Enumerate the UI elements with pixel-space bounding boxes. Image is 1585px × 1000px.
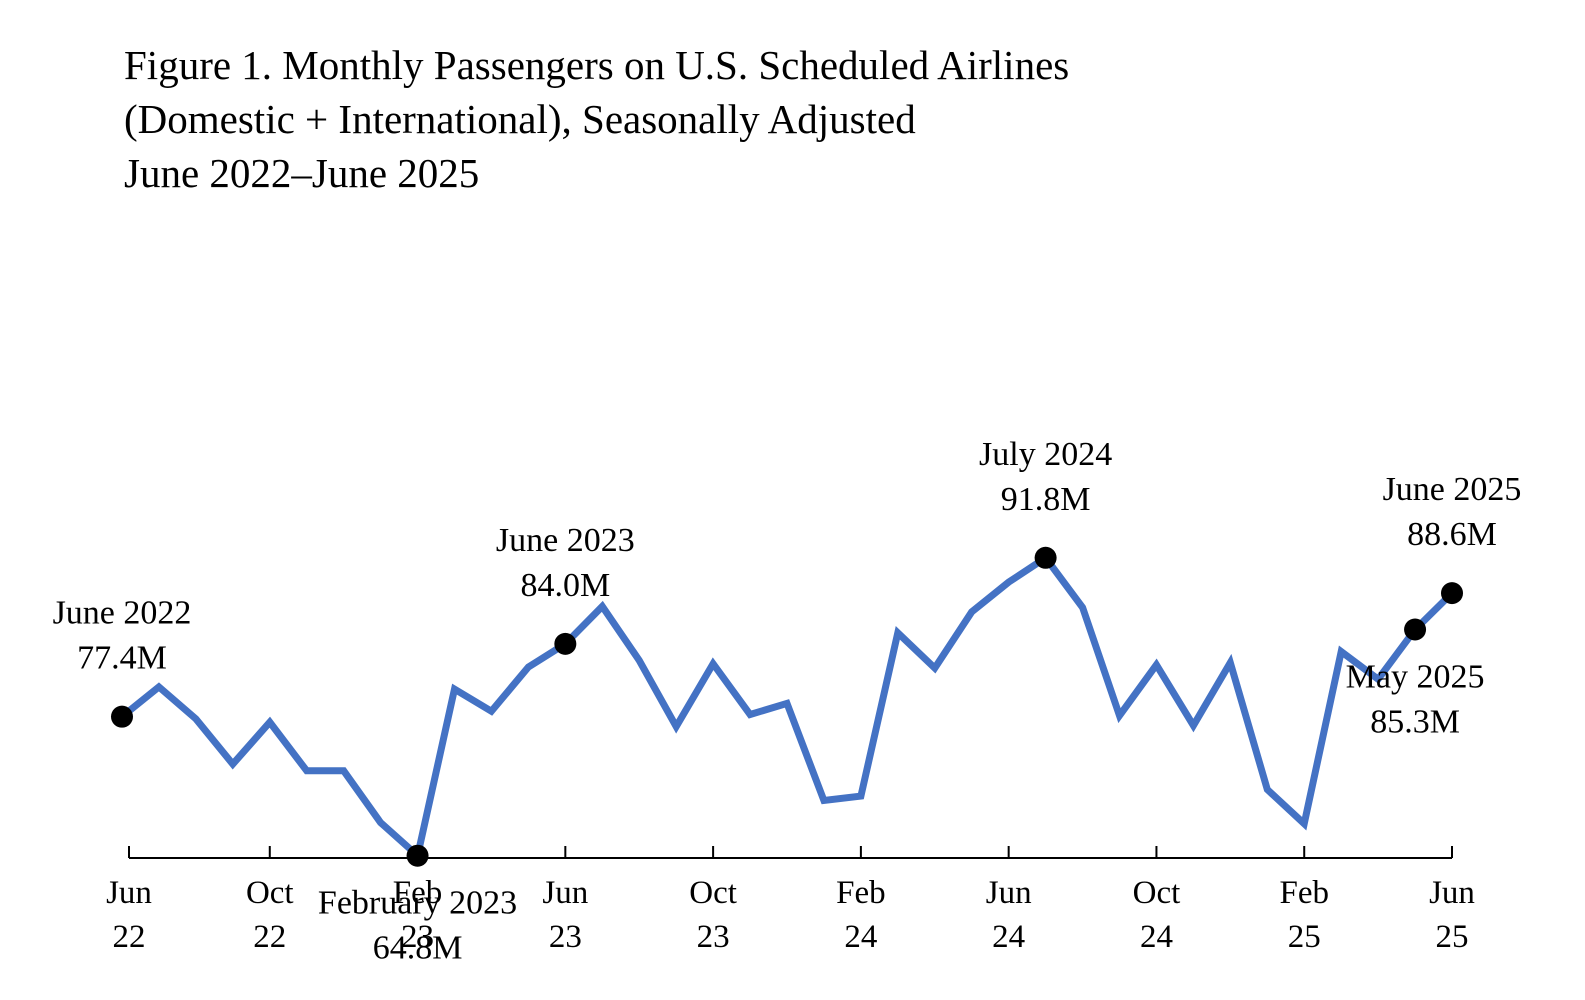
chart-title: Figure 1. Monthly Passengers on U.S. Sch… bbox=[124, 38, 1069, 200]
data-point-marker bbox=[1404, 618, 1427, 641]
x-tick-label: Feb bbox=[836, 875, 886, 911]
data-label-date: July 2024 bbox=[979, 436, 1112, 473]
data-point-marker bbox=[1441, 582, 1463, 605]
data-label-date: May 2025 bbox=[1346, 659, 1485, 696]
x-tick-label: Feb bbox=[1279, 875, 1329, 911]
data-point-marker bbox=[111, 705, 133, 728]
data-point-marker bbox=[406, 844, 429, 867]
x-tick-label: Feb bbox=[393, 875, 443, 911]
x-tick-label: Oct bbox=[689, 875, 737, 911]
x-tick-label: 23 bbox=[549, 919, 582, 955]
data-label-date: June 2023 bbox=[496, 522, 635, 559]
x-tick-label: 22 bbox=[253, 919, 286, 955]
x-tick-label: Jun bbox=[106, 875, 152, 911]
x-tick-label: 25 bbox=[1436, 919, 1469, 955]
x-tick-label: 22 bbox=[113, 919, 146, 955]
chart-title-line-1: Figure 1. Monthly Passengers on U.S. Sch… bbox=[124, 42, 1070, 88]
x-tick-label: Jun bbox=[986, 875, 1032, 911]
x-tick-label: Jun bbox=[1429, 875, 1475, 911]
chart-title-line-3: June 2022–June 2025 bbox=[124, 150, 480, 196]
data-label-date: June 2025 bbox=[1383, 471, 1522, 508]
chart-title-line-2: (Domestic + International), Seasonally A… bbox=[124, 96, 916, 142]
x-tick-label: Oct bbox=[246, 875, 294, 911]
data-point-marker bbox=[554, 632, 577, 655]
data-label-value: 91.8M bbox=[1001, 481, 1091, 518]
data-label-date: February 2023 bbox=[318, 885, 517, 922]
x-tick-label: 25 bbox=[1288, 919, 1321, 955]
x-tick-label: 23 bbox=[697, 919, 730, 955]
data-label-date: June 2022 bbox=[53, 595, 192, 632]
data-label-value: 84.0M bbox=[520, 567, 610, 604]
data-point-marker bbox=[1034, 546, 1057, 569]
x-tick-label: 24 bbox=[992, 919, 1025, 955]
x-tick-label: 24 bbox=[844, 919, 877, 955]
x-tick-label: Jun bbox=[542, 875, 588, 911]
x-tick-label: Oct bbox=[1133, 875, 1181, 911]
x-tick-label: 24 bbox=[1140, 919, 1173, 955]
data-label-value: 64.8M bbox=[373, 930, 463, 967]
x-tick-label: 23 bbox=[401, 919, 434, 955]
data-label-value: 77.4M bbox=[77, 640, 167, 677]
data-label-value: 85.3M bbox=[1370, 704, 1460, 741]
series-line bbox=[119, 553, 1455, 863]
data-label-value: 88.6M bbox=[1407, 516, 1497, 553]
